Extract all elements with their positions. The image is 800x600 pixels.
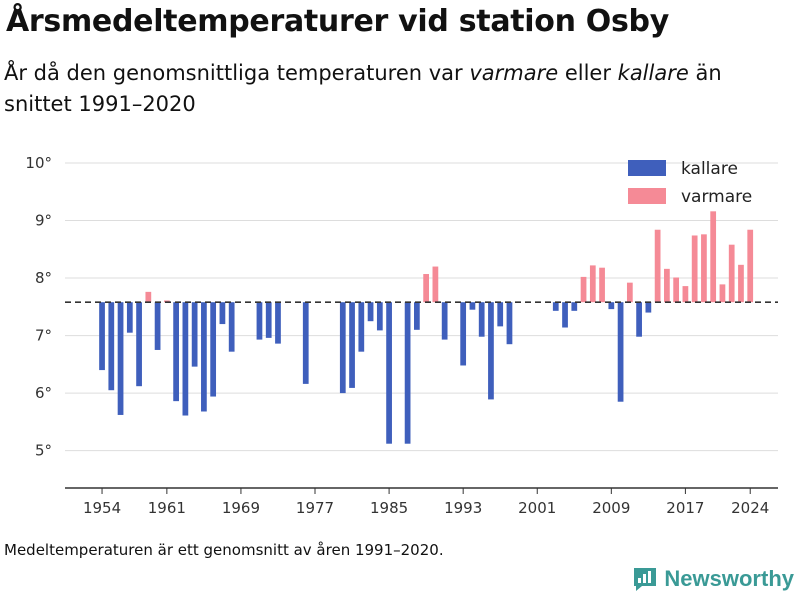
x-tick-label: 1969: [222, 499, 260, 517]
subtitle-part-3: än snittet 1991–2020: [4, 61, 722, 116]
bar-warmer-2015: [664, 268, 670, 303]
bar-colder-1962: [173, 302, 179, 402]
bar-colder-2004: [562, 302, 568, 328]
bar-colder-1994: [469, 302, 476, 310]
x-axis: 1954 1961 1969 1977 1985 1993 2001 2009 2017 2024: [65, 487, 778, 517]
bar-warmer-2024: [747, 229, 754, 303]
newsworthy-logo-icon: [634, 568, 657, 591]
bar-colder-1960: [154, 302, 161, 350]
bar-colder-1966: [210, 302, 217, 397]
subtitle-warmer-word: varmare: [469, 61, 559, 85]
bar-colder-1963: [182, 302, 189, 416]
bar-colder-1995: [478, 302, 485, 337]
bar-warmer-1990: [432, 266, 439, 303]
bar-warmer-2014: [654, 229, 661, 303]
bar-colder-2005: [571, 302, 578, 311]
bar-colder-1985: [386, 302, 392, 444]
y-tick-labels: 5° 6° 7° 8° 9° 10°: [25, 154, 52, 460]
bar-warmer-2011: [626, 282, 633, 303]
x-tick-label: 1954: [83, 499, 121, 517]
bar-colder-1972: [265, 302, 272, 338]
bar-colder-1964: [191, 302, 198, 367]
bar-colder-1967: [219, 302, 226, 325]
bar-warmer-2006: [580, 276, 587, 303]
bar-colder-1980: [339, 302, 346, 394]
bars: [99, 211, 754, 444]
bar-colder-1955: [108, 302, 115, 391]
legend-swatch-colder: [628, 160, 666, 176]
legend-label-warmer: varmare: [681, 187, 752, 207]
bar-colder-1993: [460, 302, 467, 366]
bar-colder-1957: [126, 302, 133, 333]
bar-warmer-2008: [599, 267, 605, 303]
bar-colder-1954: [99, 302, 105, 371]
bar-warmer-2023: [738, 264, 744, 303]
temperature-bar-chart: 5° 6° 7° 8° 9° 10° 1954 1961 1969 1977 1985 1993 20…: [25, 154, 778, 517]
bar-colder-1991: [441, 302, 448, 340]
legend-label-colder: kallare: [681, 159, 738, 179]
bar-colder-1973: [275, 302, 281, 344]
subtitle-colder-word: kallare: [617, 61, 689, 85]
chart-title: Årsmedeltemperaturer vid station Osby: [6, 4, 669, 39]
legend-swatch-warmer: [628, 188, 666, 204]
bar-warmer-2007: [589, 265, 596, 303]
x-tick-label: 2017: [666, 499, 704, 517]
bar-colder-2003: [552, 302, 559, 311]
bar-warmer-2020: [710, 211, 717, 303]
bar-warmer-2022: [728, 244, 735, 303]
bar-colder-1976: [302, 302, 309, 384]
bar-colder-2013: [645, 302, 652, 313]
x-tick-label: 2024: [731, 499, 769, 517]
y-tick-label: 6°: [35, 384, 52, 402]
legend: kallare varmare: [628, 159, 752, 207]
bar-colder-1981: [349, 302, 355, 388]
x-tick-label: 2001: [518, 499, 556, 517]
y-tick-label: 7°: [35, 327, 52, 345]
bar-warmer-2019: [701, 234, 707, 303]
bar-warmer-1961: [163, 300, 170, 303]
bar-colder-1958: [136, 302, 142, 387]
bar-colder-1997: [497, 302, 504, 327]
bar-colder-1982: [358, 302, 365, 352]
x-tick-label: 1993: [444, 499, 482, 517]
x-tick-label: 2009: [592, 499, 630, 517]
brand-logo: Newsworthy: [632, 566, 794, 592]
bar-colder-1988: [413, 302, 420, 330]
y-tick-label: 5°: [35, 442, 52, 460]
subtitle-part-1: År då den genomsnittliga temperaturen va…: [4, 61, 470, 85]
brand-name: Newsworthy: [664, 566, 794, 591]
bar-colder-1984: [376, 302, 383, 331]
bar-colder-1998: [506, 302, 513, 345]
bar-warmer-2016: [673, 277, 680, 303]
bar-colder-1968: [228, 302, 235, 352]
y-tick-label: 8°: [35, 269, 52, 287]
bar-warmer-1989: [423, 274, 430, 303]
chart-subtitle: År då den genomsnittliga temperaturen va…: [4, 58, 794, 120]
bar-colder-2012: [636, 302, 642, 337]
bar-colder-1987: [404, 302, 411, 444]
bar-warmer-2017: [682, 286, 689, 303]
x-tick-label: 1985: [370, 499, 408, 517]
subtitle-part-2: eller: [558, 61, 618, 85]
bar-colder-1996: [488, 302, 494, 400]
grid-lines: [65, 162, 778, 452]
footnote: Medeltemperaturen är ett genomsnitt av å…: [4, 541, 444, 559]
bar-colder-2010: [617, 302, 624, 402]
bar-colder-1983: [367, 302, 374, 322]
x-tick-label: 1961: [148, 499, 186, 517]
bar-warmer-1959: [145, 291, 152, 303]
bar-warmer-2018: [691, 235, 698, 303]
x-tick-label: 1977: [296, 499, 334, 517]
y-tick-label: 10°: [25, 154, 52, 172]
y-tick-label: 9°: [35, 212, 52, 230]
bar-colder-1956: [117, 302, 124, 415]
bar-colder-1971: [256, 302, 263, 340]
bar-colder-1965: [201, 302, 207, 412]
bar-warmer-2021: [719, 284, 726, 303]
bar-colder-2009: [608, 302, 615, 310]
